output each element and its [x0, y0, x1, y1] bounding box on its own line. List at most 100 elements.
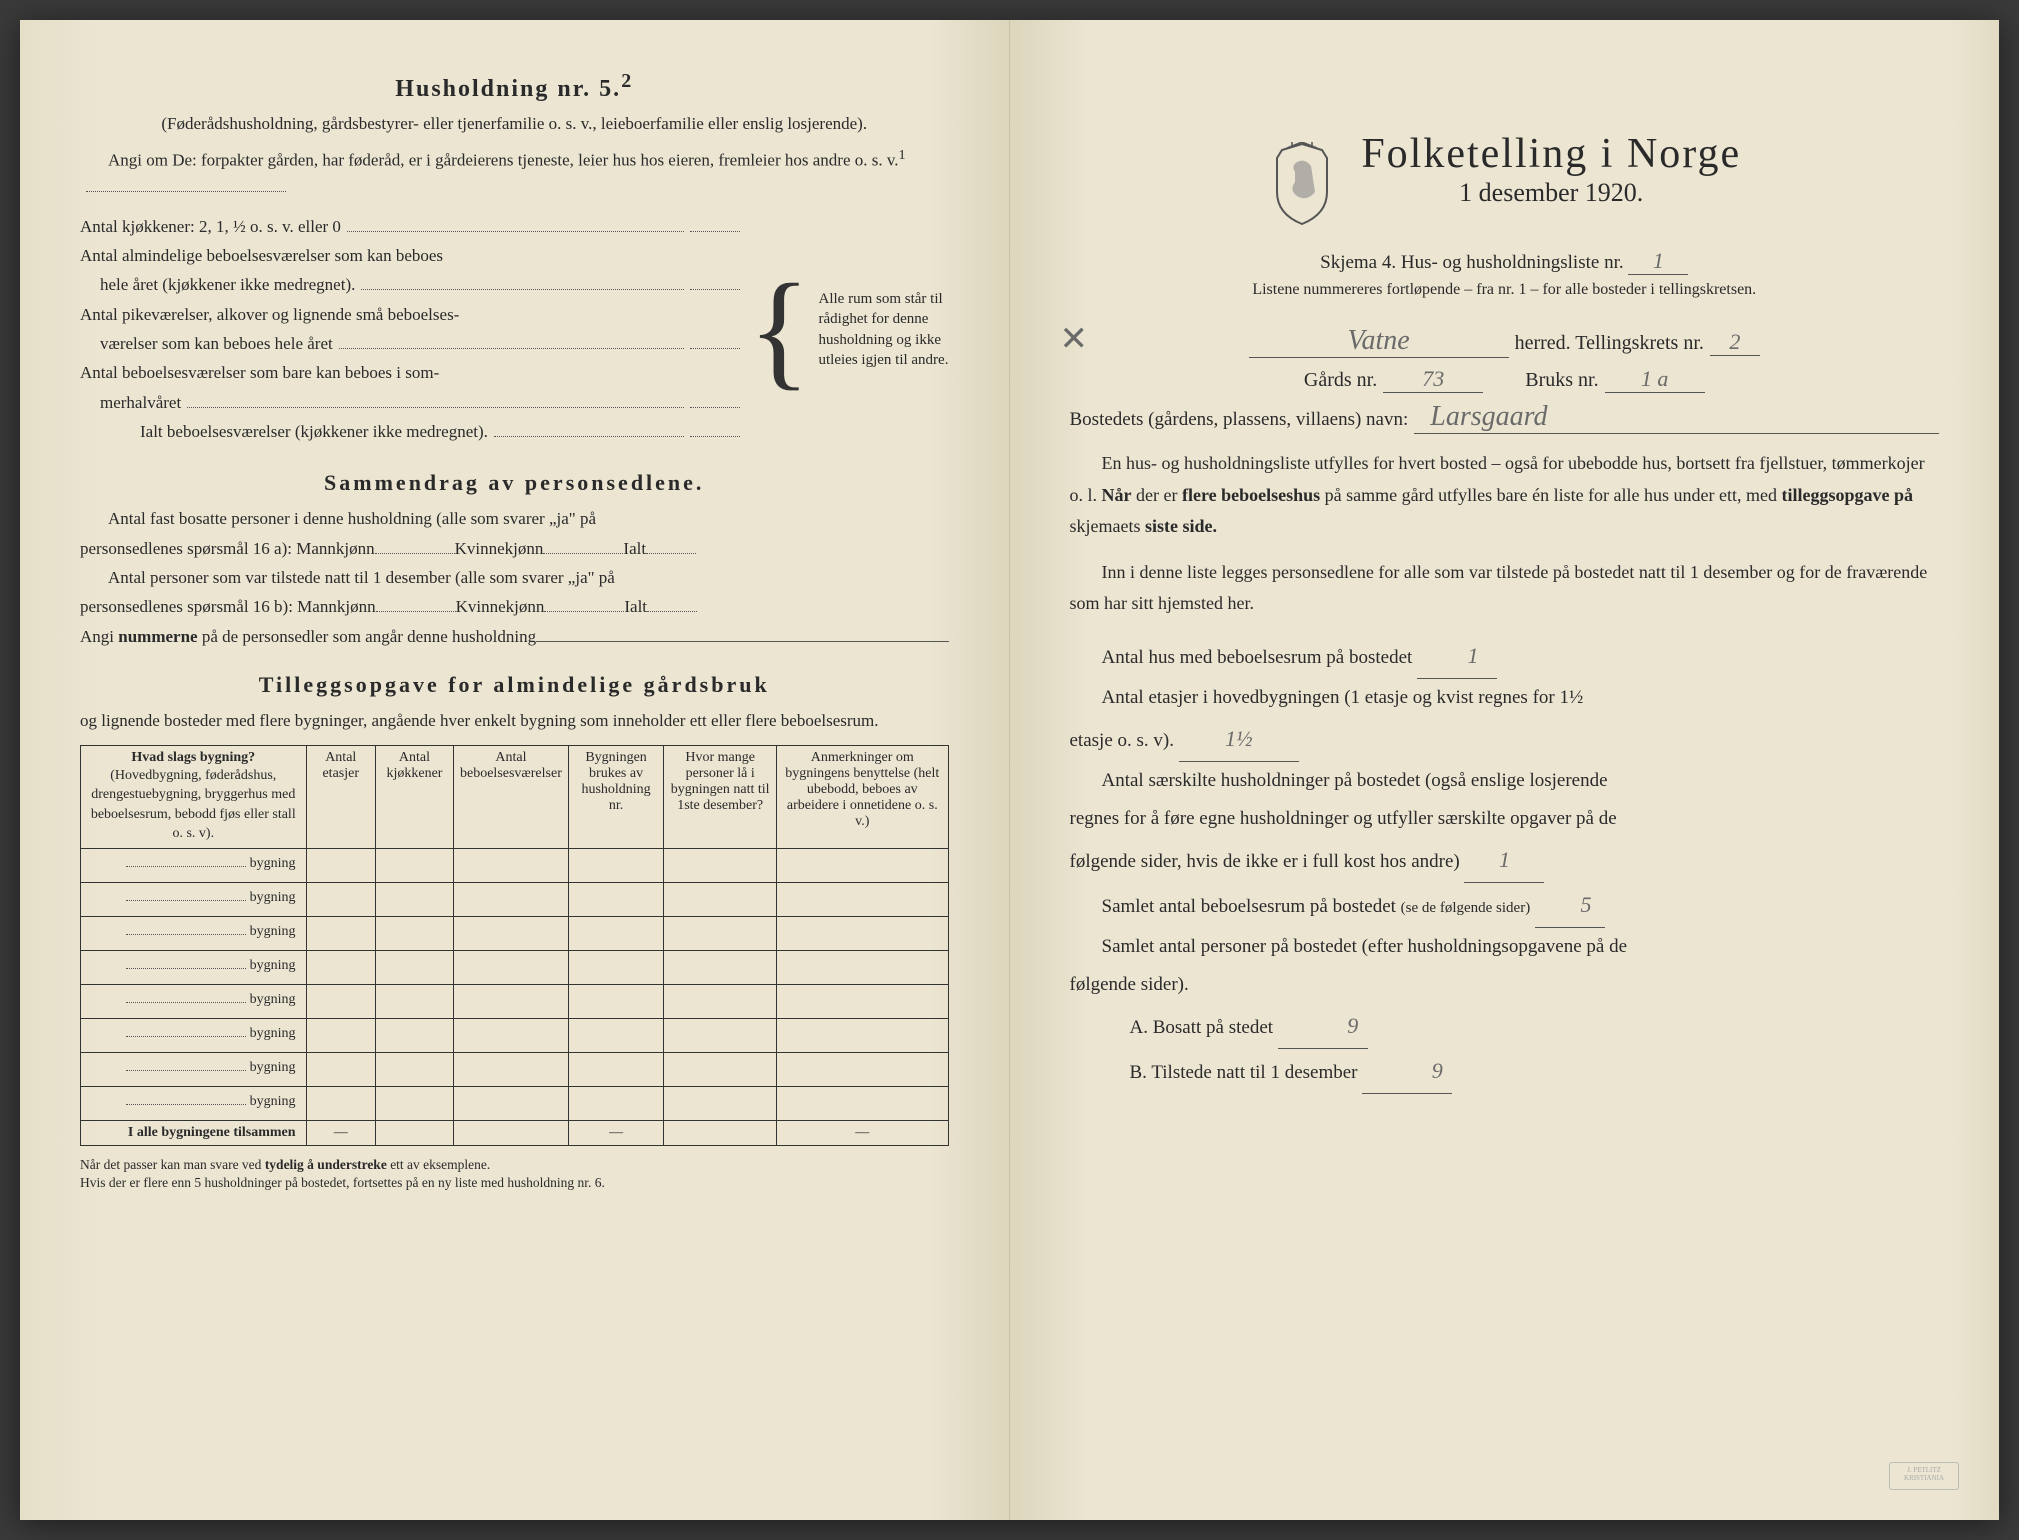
p2a: Antal personer som var tilstede natt til… — [80, 565, 949, 591]
coat-of-arms-icon — [1267, 142, 1337, 227]
gards-value: 73 — [1383, 366, 1483, 393]
th1: Hvad slags bygning? (Hovedbygning, føder… — [81, 745, 307, 848]
brace-icon: { — [748, 265, 810, 395]
gards-line: Gårds nr. 73 Bruks nr. 1 a — [1070, 366, 1940, 393]
right-page: Folketelling i Norge 1 desember 1920. Sk… — [1010, 20, 2000, 1520]
tillegg-sub: og lignende bosteder med flere bygninger… — [80, 708, 949, 734]
tillegg-heading: Tilleggsopgave for almindelige gårdsbruk — [80, 672, 949, 698]
table-row: bygning — [81, 1052, 949, 1086]
q2b: etasje o. s. v). — [1070, 730, 1174, 751]
rooms-lines: Antal kjøkkener: 2, 1, ½ o. s. v. eller … — [80, 211, 740, 449]
bygning-label: bygning — [250, 856, 296, 871]
bygning-label: bygning — [250, 1060, 296, 1075]
left-page: Husholdning nr. 5.2 (Føderådshusholdning… — [20, 20, 1010, 1520]
table-row: bygning — [81, 984, 949, 1018]
rooms2b: værelser som kan beboes hele året — [100, 331, 333, 357]
rooms3a: Antal beboelsesværelser som bare kan beb… — [80, 360, 439, 386]
main-title: Folketelling i Norge — [1361, 130, 1741, 178]
kitchen-line: Antal kjøkkener: 2, 1, ½ o. s. v. eller … — [80, 214, 341, 240]
building-rows: bygning bygning bygning bygning bygning … — [81, 848, 949, 1145]
bygning-label: bygning — [250, 958, 296, 973]
bruks-value: 1 a — [1605, 366, 1705, 393]
p1b-line: personsedlenes spørsmål 16 a): Mannkjønn… — [80, 536, 949, 562]
qA-line: A. Bosatt på stedet 9 — [1070, 1004, 1940, 1049]
skjema-value: 1 — [1628, 248, 1688, 275]
p2b-line: personsedlenes spørsmål 16 b): Mannkjønn… — [80, 594, 949, 620]
table-row: bygning — [81, 1018, 949, 1052]
p2b: personsedlenes spørsmål 16 b): Mannkjønn — [80, 594, 376, 620]
q3b: regnes for å føre egne husholdninger og … — [1070, 800, 1940, 838]
q2a: Antal etasjer i hovedbygningen (1 etasje… — [1070, 679, 1940, 717]
ialt1: Ialt — [623, 536, 646, 562]
q4-line: Samlet antal beboelsesrum på bostedet (s… — [1070, 883, 1940, 928]
para1: En hus- og husholdningsliste utfylles fo… — [1070, 448, 1940, 543]
qB: B. Tilstede natt til 1 desember — [1130, 1062, 1358, 1083]
brace-note: Alle rum som står til rådighet for denne… — [819, 289, 949, 370]
table-row: bygning — [81, 882, 949, 916]
skjema-line: Skjema 4. Hus- og husholdningsliste nr. … — [1070, 248, 1940, 275]
household-heading: Husholdning nr. 5.2 — [80, 70, 949, 103]
listene-line: Listene nummereres fortløpende – fra nr.… — [1070, 281, 1940, 299]
rooms1b: hele året (kjøkkener ikke medregnet). — [100, 272, 355, 298]
angi-sup: 1 — [899, 147, 906, 163]
summary-heading: Sammendrag av personsedlene. — [80, 470, 949, 496]
table-row: bygning — [81, 848, 949, 882]
heading-sup: 2 — [621, 70, 633, 92]
q2-value: 1½ — [1179, 717, 1299, 762]
household-subtitle: (Føderådshusholdning, gårdsbestyrer- ell… — [80, 111, 949, 137]
th1b: (Hovedbygning, føderådshus, drengestueby… — [91, 768, 296, 842]
krets-value: 2 — [1710, 329, 1760, 356]
angi-text: Angi om De: forpakter gården, har føderå… — [80, 145, 949, 200]
p1a: Antal fast bosatte personer i denne hush… — [80, 506, 949, 532]
document-spread: Husholdning nr. 5.2 (Føderådshusholdning… — [20, 20, 1999, 1520]
q3c-line: følgende sider, hvis de ikke er i full k… — [1070, 838, 1940, 883]
rooms3b: merhalvåret — [100, 390, 181, 416]
q3-value: 1 — [1464, 838, 1544, 883]
bygning-label: bygning — [250, 992, 296, 1007]
bosted-label: Bostedets (gårdens, plassens, villaens) … — [1070, 409, 1409, 431]
rooms1a: Antal almindelige beboelsesværelser som … — [80, 243, 443, 269]
bygning-label: bygning — [250, 890, 296, 905]
location-block: ✕ Vatne herred. Tellingskrets nr. 2 Gård… — [1070, 325, 1940, 434]
p1b: personsedlenes spørsmål 16 a): Mannkjønn — [80, 536, 375, 562]
th6: Hvor mange personer lå i bygningen natt … — [664, 745, 777, 848]
foot1: Når det passer kan man svare ved tydelig… — [80, 1157, 490, 1172]
q2b-line: etasje o. s. v). 1½ — [1070, 717, 1940, 762]
th4: Antal beboelsesværelser — [454, 745, 569, 848]
th3: Antal kjøkkener — [375, 745, 453, 848]
qB-line: B. Tilstede natt til 1 desember 9 — [1070, 1049, 1940, 1094]
heading-text: Husholdning nr. 5. — [395, 76, 621, 102]
table-row: bygning — [81, 1086, 949, 1120]
herred-line: Vatne herred. Tellingskrets nr. 2 — [1070, 325, 1940, 358]
th2: Antal etasjer — [306, 745, 375, 848]
date-subtitle: 1 desember 1920. — [1361, 178, 1741, 208]
angi-content: Angi om De: forpakter gården, har føderå… — [108, 151, 899, 170]
bygning-label: bygning — [250, 924, 296, 939]
foot2: Hvis der er flere enn 5 husholdninger på… — [80, 1175, 605, 1190]
ialt2: Ialt — [624, 594, 647, 620]
title-block: Folketelling i Norge 1 desember 1920. — [1070, 130, 1940, 238]
gards-label: Gårds nr. — [1304, 369, 1377, 392]
q3c: følgende sider, hvis de ikke er i full k… — [1070, 851, 1460, 872]
sumrow: I alle bygningene tilsammen — [128, 1125, 296, 1140]
th5: Bygningen brukes av husholdning nr. — [568, 745, 663, 848]
x-mark-icon: ✕ — [1060, 319, 1089, 359]
herred-label: herred. Tellingskrets nr. — [1515, 332, 1704, 355]
bosted-line: Bostedets (gårdens, plassens, villaens) … — [1070, 401, 1940, 434]
kv1: Kvinnekjønn — [455, 536, 544, 562]
q1-line: Antal hus med beboelsesrum på bostedet 1 — [1070, 634, 1940, 679]
th7: Anmerkninger om bygningens benyttelse (h… — [777, 745, 948, 848]
bygning-label: bygning — [250, 1026, 296, 1041]
qB-value: 9 — [1362, 1049, 1452, 1094]
q1: Antal hus med beboelsesrum på bostedet — [1102, 647, 1413, 668]
bosted-value: Larsgaard — [1414, 401, 1939, 434]
q4-value: 5 — [1535, 883, 1605, 928]
q4: Samlet antal beboelsesrum på bostedet (s… — [1102, 896, 1531, 917]
crest-svg — [1267, 142, 1337, 227]
p3-line: Angi nummerne på de personsedler som ang… — [80, 624, 949, 650]
bygning-label: bygning — [250, 1094, 296, 1109]
table-sum-row: I alle bygningene tilsammen ——— — [81, 1120, 949, 1145]
table-row: bygning — [81, 950, 949, 984]
rooms-total: Ialt beboelsesværelser (kjøkkener ikke m… — [140, 419, 488, 445]
qA-value: 9 — [1278, 1004, 1368, 1049]
